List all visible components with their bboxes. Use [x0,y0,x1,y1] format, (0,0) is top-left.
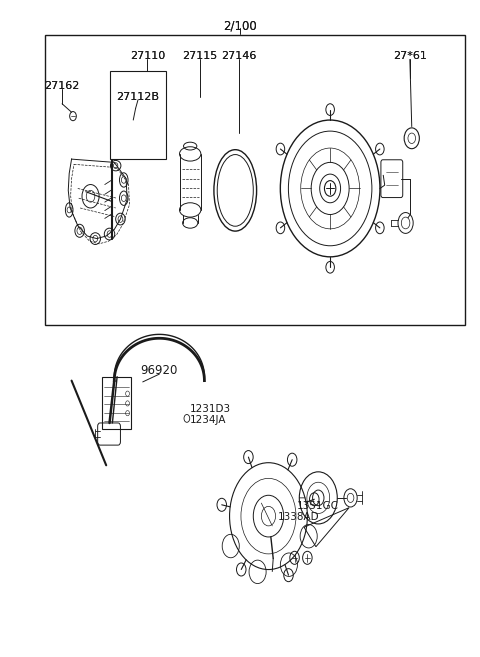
Text: 27115: 27115 [182,51,217,61]
Text: 1231D3: 1231D3 [190,403,231,414]
Text: 27112B: 27112B [117,91,159,102]
Text: 96920: 96920 [141,365,178,377]
Text: 27146: 27146 [221,51,257,61]
Text: 27*61: 27*61 [393,51,427,61]
Text: 27162: 27162 [44,81,80,91]
Text: 27110: 27110 [130,51,165,61]
Text: 27146: 27146 [221,51,257,61]
Text: 27110: 27110 [130,51,165,61]
Text: 2/100: 2/100 [223,19,257,32]
Text: 27115: 27115 [182,51,217,61]
Bar [46,35,466,325]
Text: 27112B: 27112B [117,91,159,102]
Text: 2/100: 2/100 [223,19,257,32]
Text: 1351GC: 1351GC [297,501,339,510]
Bar [109,71,167,159]
Text: 1234JA: 1234JA [190,415,227,424]
Text: 1338AD: 1338AD [278,512,320,522]
Text: 27*61: 27*61 [393,51,427,61]
Text: 27162: 27162 [44,81,80,91]
Bar [102,377,132,430]
